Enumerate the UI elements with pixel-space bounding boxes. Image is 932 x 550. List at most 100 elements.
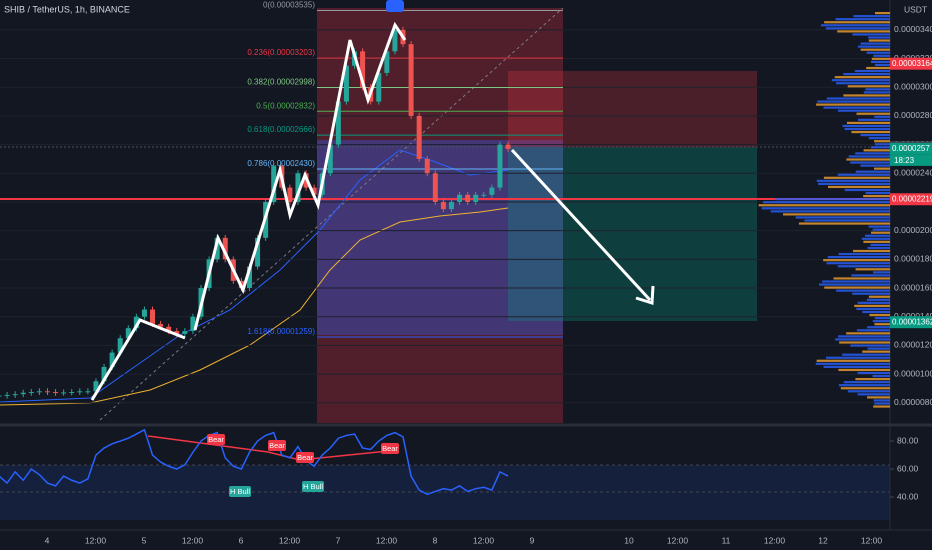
volume-profile — [869, 313, 890, 317]
x-tick-label: 12:00 — [182, 535, 204, 545]
volume-profile — [850, 344, 890, 347]
arrow — [510, 148, 652, 302]
x-tick-label: 12:00 — [85, 535, 107, 545]
volume-profile — [874, 167, 890, 170]
volume-profile — [868, 36, 890, 39]
x-tick-label: 12:00 — [279, 535, 301, 545]
volume-profile — [804, 219, 890, 222]
volume-profile — [833, 277, 890, 280]
candle — [174, 331, 180, 334]
candle — [4, 394, 10, 396]
candle — [448, 201, 454, 210]
volume-profile — [816, 179, 890, 182]
candle — [117, 338, 123, 353]
rsi-annotation-box — [207, 434, 225, 445]
volume-profile — [838, 368, 890, 372]
candle — [214, 237, 220, 260]
volume-profile — [866, 51, 890, 54]
volume-profile — [846, 332, 890, 335]
rsi-tick-label: 60.00 — [897, 463, 919, 473]
candle — [222, 237, 228, 260]
rsi-annotation: Bear — [382, 444, 398, 453]
volume-profile — [867, 347, 890, 350]
volume-profile — [872, 271, 890, 274]
volume-profile — [874, 317, 890, 320]
volume-profile — [862, 350, 890, 353]
price-tag — [890, 142, 932, 155]
volume-profile — [873, 405, 890, 408]
rsi-annotation-box — [296, 452, 314, 463]
volume-profile — [844, 127, 890, 131]
volume-profile — [853, 15, 890, 18]
currency: USDT — [904, 4, 927, 14]
rsi-tick-label: 40.00 — [897, 491, 919, 501]
volume-profile — [854, 304, 890, 307]
candle — [465, 194, 471, 202]
volume-profile — [823, 259, 890, 262]
candle — [150, 309, 156, 324]
volume-profile — [871, 57, 890, 60]
rsi-annotation: H Bull — [230, 487, 250, 496]
volume-profile — [860, 48, 890, 51]
volume-profile — [865, 191, 890, 195]
stop-zone — [508, 71, 757, 147]
candle — [287, 187, 293, 202]
volume-profile — [870, 243, 890, 246]
volume-profile — [825, 27, 890, 30]
fib-label: 0(0.00003535) — [263, 1, 315, 10]
candle — [77, 391, 83, 393]
volume-profile — [758, 204, 890, 207]
volume-profile — [827, 256, 890, 259]
volume-profile — [857, 393, 890, 396]
candle — [408, 44, 414, 116]
rsi-line — [0, 428, 509, 496]
candle — [376, 72, 382, 102]
volume-profile — [851, 130, 890, 134]
volume-profile — [816, 359, 890, 362]
volume-profile — [838, 384, 890, 387]
volume-profile — [819, 283, 890, 286]
volume-profile — [860, 164, 890, 167]
x-tick-label: 6 — [239, 535, 244, 545]
volume-profile — [839, 341, 890, 344]
volume-profile — [834, 76, 890, 79]
volume-profile — [873, 399, 890, 402]
volume-profile — [827, 185, 890, 189]
volume-profile — [874, 63, 890, 67]
candle — [44, 391, 50, 393]
volume-profile — [874, 143, 890, 146]
candle — [0, 395, 2, 397]
rsi-tick-label: 80.00 — [897, 435, 919, 445]
candle — [505, 144, 511, 149]
candle — [109, 352, 115, 367]
x-tick-label: 7 — [336, 535, 341, 545]
candle — [125, 328, 131, 339]
volume-profile — [824, 21, 890, 24]
candle — [28, 392, 34, 394]
volume-profile — [860, 42, 890, 45]
volume-profile — [842, 124, 890, 128]
volume-profile — [816, 103, 890, 106]
candle — [335, 101, 341, 145]
candle — [384, 51, 390, 73]
volume-profile — [835, 18, 890, 21]
volume-profile — [870, 146, 890, 149]
rsi-annotation: Bear — [208, 435, 224, 444]
volume-profile — [835, 338, 890, 341]
volume-profile — [856, 307, 890, 311]
x-tick-label: 11 — [722, 535, 731, 545]
volume-profile — [863, 91, 890, 94]
ma-blue — [0, 149, 509, 403]
ma-yellow — [0, 207, 509, 406]
volume-profile — [763, 201, 890, 204]
candle — [53, 392, 59, 394]
volume-profile — [798, 222, 890, 225]
candle — [158, 323, 164, 327]
volume-profile — [855, 268, 890, 271]
volume-profile — [838, 252, 890, 256]
volume-profile — [831, 79, 890, 82]
volume-profile — [838, 335, 890, 338]
